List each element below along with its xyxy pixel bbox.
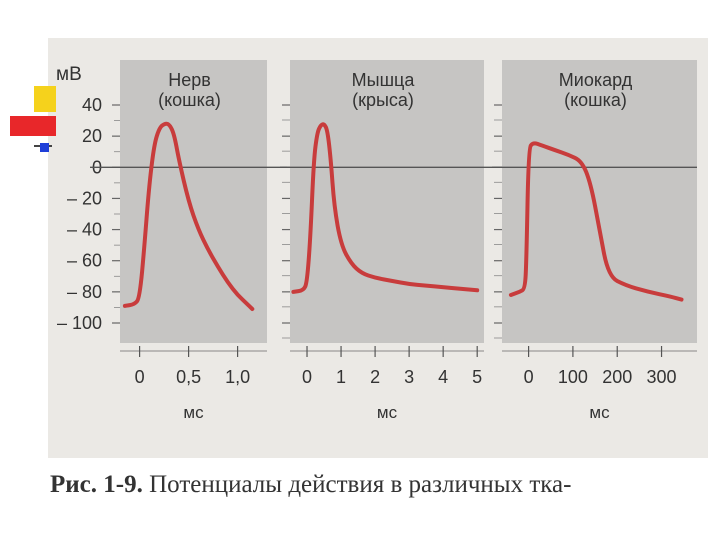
panel-title: (крыса) [352,90,414,110]
x-tick-label: 0 [302,367,312,387]
y-tick-label: – 20 [67,188,102,208]
y-tick-label: – 100 [57,313,102,333]
x-tick-label: 0 [524,367,534,387]
x-tick-label: 0 [135,367,145,387]
x-tick-label: 1,0 [225,367,250,387]
x-tick-label: 100 [558,367,588,387]
decorative-red-bar [10,116,56,136]
figure-caption: Рис. 1-9. Потенциалы действия в различны… [50,471,710,499]
x-tick-label: 2 [370,367,380,387]
y-tick-label: – 40 [67,220,102,240]
y-axis-unit-label: мВ [56,64,82,85]
action-potential-trace [508,141,684,302]
y-tick-label: – 80 [67,282,102,302]
panel-title: Нерв [168,70,211,90]
caption-text: Потенциалы действия в различных тка- [149,471,572,498]
x-tick-label: 5 [472,367,482,387]
panel-background [120,60,267,343]
panel-title: Миокард [559,70,633,90]
panel-title: (кошка) [564,90,627,110]
x-tick-label: 0,5 [176,367,201,387]
y-tick-label: – 60 [67,251,102,271]
y-tick-label: 20 [82,126,102,146]
y-tick-label: 40 [82,95,102,115]
action-potential-trace [122,121,255,311]
x-axis-unit-label: мс [589,403,610,422]
panel-title: Мышца [352,70,416,90]
decorative-yellow-square [34,86,56,112]
x-tick-label: 4 [438,367,448,387]
decorative-blue-square [40,143,49,152]
x-axis-unit-label: мс [377,403,398,422]
x-tick-label: 1 [336,367,346,387]
x-tick-label: 200 [602,367,632,387]
x-tick-label: 300 [647,367,677,387]
panel-title: (кошка) [158,90,221,110]
x-axis-unit-label: мс [183,403,204,422]
panel-background [290,60,484,343]
action-potential-trace [291,122,480,294]
figure-number: Рис. 1-9. [50,471,143,498]
x-tick-label: 3 [404,367,414,387]
